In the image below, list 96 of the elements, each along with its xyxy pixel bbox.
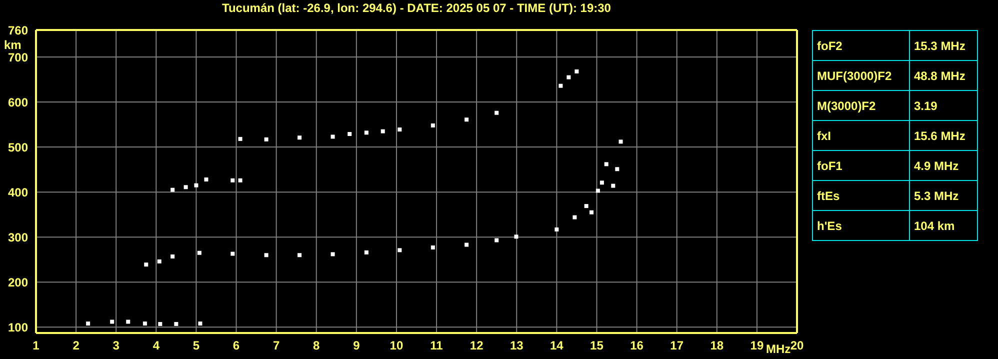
point [574, 69, 579, 74]
point [572, 215, 577, 220]
category-label: MUF(3000)F2 [812, 60, 910, 90]
point [264, 253, 268, 258]
point [298, 253, 302, 258]
point [298, 136, 302, 140]
x-tick-label: 13 [510, 338, 524, 353]
point [230, 252, 235, 256]
point [238, 178, 242, 182]
point [158, 322, 162, 326]
x-tick-label: 7 [272, 338, 280, 353]
point [184, 185, 188, 190]
y-axis-title: km [4, 38, 22, 52]
chart-title: Tucumán (lat: -26.9, lon: 294.6) - DATE: 2025 05 07 - TIME (UT): 19:30 [221, 1, 612, 15]
x-tick-label: 11 [430, 338, 444, 353]
text: 5.3 MHz [914, 188, 959, 202]
y-tick-label: 500 [8, 140, 28, 154]
point [174, 322, 178, 326]
point [430, 245, 435, 250]
y-tick-label: 400 [8, 185, 28, 200]
text: 15.6 MHz [914, 128, 966, 142]
y-tick-label: 600 [8, 95, 28, 110]
point [584, 204, 588, 208]
point [86, 322, 90, 326]
x-tick-label: 18 [710, 338, 724, 353]
point [558, 84, 563, 88]
point [230, 178, 235, 182]
x-tick-label: 19 [750, 338, 764, 353]
text: 15.3 MHz [914, 38, 966, 52]
point [566, 75, 571, 80]
x-tick-label: 12 [470, 338, 484, 353]
category-label: foF2 [812, 30, 910, 60]
point [618, 140, 623, 144]
text: 4.9 MHz [914, 158, 959, 172]
point [364, 130, 368, 135]
x-tick-label: 9 [353, 338, 360, 353]
point [611, 184, 616, 188]
point [464, 242, 469, 247]
category-label: fxI [812, 120, 910, 150]
point [398, 128, 402, 132]
x-tick-label: 15 [590, 338, 604, 353]
point [596, 188, 600, 193]
point [600, 180, 604, 185]
category-label: M(3000)F2 [812, 90, 910, 120]
point [197, 250, 202, 255]
point [348, 132, 352, 136]
x-tick-label: 16 [630, 338, 644, 353]
point [380, 129, 385, 134]
y-tick-label: 200 [8, 275, 28, 290]
category-label: foF1 [812, 150, 910, 180]
x-tick-label: 8 [313, 338, 320, 353]
point [157, 259, 162, 264]
y-tick-label: 760 [8, 23, 28, 38]
x-tick-label: 4 [152, 338, 160, 353]
x-axis-title: MHz [766, 342, 791, 356]
point [494, 110, 499, 115]
category-label: h'Es [812, 210, 910, 240]
point [170, 188, 175, 192]
point [364, 250, 368, 254]
point [615, 167, 620, 172]
point [264, 137, 268, 142]
text: 104 km [914, 218, 955, 232]
point [330, 252, 335, 256]
point [194, 183, 198, 188]
point [126, 320, 130, 324]
point [494, 238, 499, 242]
x-tick-label: 2 [72, 338, 80, 353]
point [198, 322, 202, 326]
point [170, 254, 175, 258]
point [238, 136, 242, 141]
text: 3.19 [914, 98, 938, 112]
y-tick-label: 700 [8, 50, 28, 64]
point [204, 177, 208, 182]
point [398, 248, 402, 252]
point [110, 320, 114, 324]
point [144, 262, 148, 267]
y-tick-label: 100 [8, 320, 28, 334]
x-tick-label: 20 [790, 338, 804, 353]
x-tick-label: 10 [390, 338, 404, 353]
x-tick-label: 5 [192, 338, 200, 353]
y-tick-label: 300 [8, 230, 28, 244]
point [464, 118, 469, 122]
point [330, 134, 335, 139]
x-tick-label: 1 [32, 338, 40, 353]
point [604, 162, 608, 166]
category-label: ftEs [812, 180, 910, 210]
x-tick-label: 3 [112, 338, 120, 353]
point [590, 210, 594, 214]
point [142, 322, 147, 326]
point [554, 227, 559, 232]
point [430, 123, 435, 128]
x-tick-label: 6 [232, 338, 240, 353]
x-tick-label: 17 [670, 338, 684, 353]
point [514, 234, 518, 239]
text: 48.8 MHz [914, 68, 966, 82]
x-tick-label: 14 [550, 338, 564, 353]
